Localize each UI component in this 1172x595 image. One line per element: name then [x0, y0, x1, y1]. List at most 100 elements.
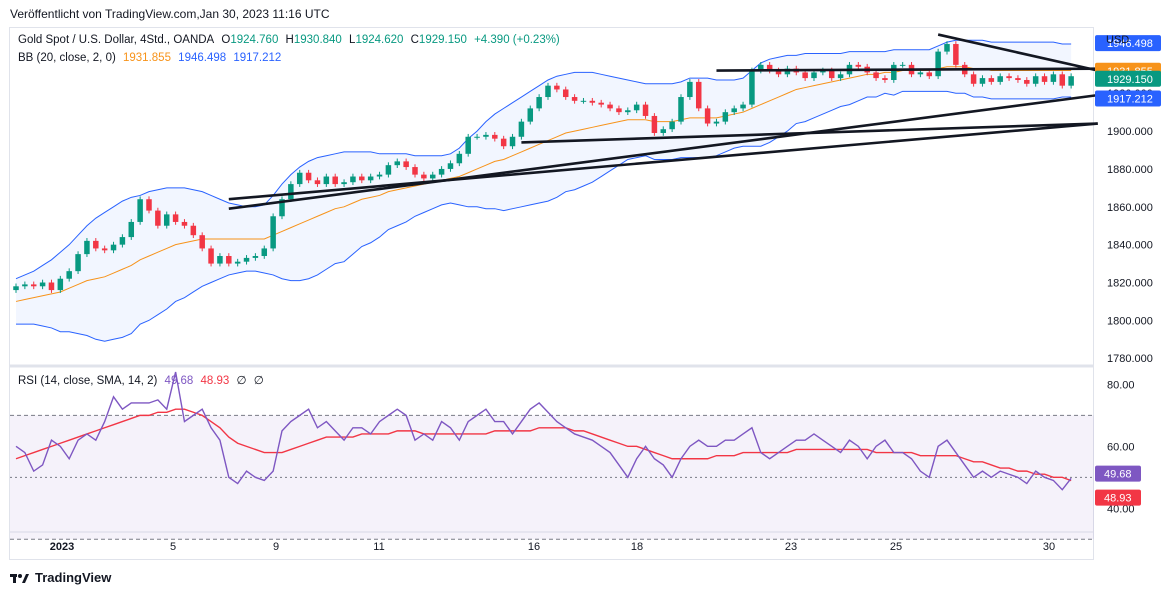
candle-body[interactable]: [288, 184, 294, 200]
candle-body[interactable]: [500, 138, 507, 147]
candle-body[interactable]: [589, 100, 596, 103]
candle-body[interactable]: [66, 271, 72, 279]
trendline-5[interactable]: [937, 33, 1099, 72]
candle-body[interactable]: [545, 85, 551, 98]
candle-body[interactable]: [270, 216, 276, 249]
candle-body[interactable]: [935, 51, 941, 77]
candle-body[interactable]: [75, 254, 81, 272]
candle-body[interactable]: [30, 284, 37, 287]
rsi-legend[interactable]: RSI (14, close, SMA, 14, 2) 49.68 48.93 …: [18, 373, 268, 387]
candle-body[interactable]: [39, 282, 46, 287]
candle-body[interactable]: [873, 72, 879, 79]
candle-body[interactable]: [226, 256, 232, 264]
candle-body[interactable]: [660, 129, 667, 133]
currency-label[interactable]: USD: [1106, 34, 1130, 46]
bb-label[interactable]: BB (20, close, 2, 0): [18, 52, 116, 64]
symbol-title[interactable]: Gold Spot / U.S. Dollar, 4Std., OANDA: [18, 34, 215, 46]
trendline-2[interactable]: [228, 93, 1098, 210]
candle-body[interactable]: [837, 74, 844, 79]
candle-body[interactable]: [181, 221, 188, 226]
candle-body[interactable]: [625, 110, 631, 113]
candle-body[interactable]: [101, 248, 108, 251]
candle-body[interactable]: [279, 199, 285, 217]
bb-lower-price-tag[interactable]: [1095, 90, 1161, 107]
candle-body[interactable]: [882, 78, 888, 80]
main-legend[interactable]: Gold Spot / U.S. Dollar, 4Std., OANDA O1…: [18, 34, 564, 46]
candle-body[interactable]: [367, 176, 374, 181]
candle-body[interactable]: [190, 225, 197, 236]
candle-body[interactable]: [562, 89, 569, 98]
rsi-label[interactable]: RSI (14, close, SMA, 14, 2): [18, 375, 158, 387]
candle-body[interactable]: [474, 136, 480, 138]
candle-body[interactable]: [146, 199, 152, 211]
candle-body[interactable]: [997, 76, 1003, 82]
candle-body[interactable]: [828, 70, 835, 79]
candle-body[interactable]: [695, 81, 702, 109]
candle-body[interactable]: [110, 244, 117, 251]
candle-body[interactable]: [970, 74, 977, 84]
candle-body[interactable]: [483, 134, 489, 137]
candle-body[interactable]: [731, 108, 737, 113]
trendline-4[interactable]: [716, 67, 1098, 72]
candle-body[interactable]: [616, 108, 622, 113]
candle-body[interactable]: [438, 168, 445, 175]
rsi-sma-value-tag[interactable]: [1095, 489, 1141, 506]
rsi-value-tag[interactable]: [1095, 465, 1141, 482]
candle-body[interactable]: [305, 172, 312, 181]
candle-body[interactable]: [678, 97, 684, 122]
trendline-1[interactable]: [228, 122, 1098, 201]
candle-body[interactable]: [713, 121, 720, 124]
candle-body[interactable]: [775, 70, 782, 75]
candle-body[interactable]: [447, 163, 454, 169]
candle-body[interactable]: [376, 174, 383, 177]
candle-body[interactable]: [155, 210, 161, 226]
trendline-3[interactable]: [521, 122, 1098, 144]
candle-body[interactable]: [412, 167, 418, 175]
candle-body[interactable]: [1032, 76, 1039, 84]
candle-body[interactable]: [891, 64, 897, 80]
candle-body[interactable]: [456, 153, 463, 164]
candle-body[interactable]: [802, 72, 808, 79]
candle-body[interactable]: [633, 104, 640, 111]
candle-body[interactable]: [509, 136, 516, 147]
candle-body[interactable]: [84, 240, 90, 255]
candle-body[interactable]: [917, 72, 924, 75]
candle-body[interactable]: [926, 72, 933, 77]
candle-body[interactable]: [163, 214, 170, 226]
candle-body[interactable]: [607, 104, 613, 109]
candle-body[interactable]: [332, 176, 338, 185]
candle-body[interactable]: [704, 108, 711, 124]
candle-body[interactable]: [527, 108, 534, 122]
candle-body[interactable]: [598, 102, 604, 105]
last-price-tag[interactable]: [1095, 70, 1161, 87]
candle-body[interactable]: [128, 221, 135, 238]
candle-body[interactable]: [429, 174, 436, 179]
candle-body[interactable]: [1024, 79, 1030, 84]
candle-body[interactable]: [580, 100, 587, 102]
rsi-line[interactable]: [15, 371, 1072, 491]
candle-body[interactable]: [199, 235, 205, 249]
candle-body[interactable]: [758, 64, 764, 71]
candle-body[interactable]: [172, 214, 179, 222]
bb-upper-price-tag[interactable]: [1095, 35, 1161, 52]
candle-body[interactable]: [252, 256, 259, 258]
candle-body[interactable]: [137, 199, 143, 222]
bb-lower-line[interactable]: [16, 90, 1072, 342]
candle-body[interactable]: [421, 174, 427, 179]
candle-body[interactable]: [988, 78, 995, 82]
candle-body[interactable]: [261, 248, 268, 257]
candle-body[interactable]: [1041, 76, 1048, 82]
candle-body[interactable]: [385, 165, 392, 175]
candle-body[interactable]: [1059, 74, 1066, 86]
candle-body[interactable]: [394, 161, 401, 166]
candle-body[interactable]: [979, 78, 986, 84]
candle-body[interactable]: [492, 134, 498, 139]
candle-body[interactable]: [687, 81, 693, 98]
candle-body[interactable]: [93, 240, 99, 249]
candle-body[interactable]: [820, 70, 826, 73]
candle-body[interactable]: [766, 64, 773, 71]
bb-legend[interactable]: BB (20, close, 2, 0) 1931.855 1946.498 1…: [18, 52, 285, 64]
candle-body[interactable]: [314, 180, 321, 185]
candle-body[interactable]: [403, 161, 409, 168]
